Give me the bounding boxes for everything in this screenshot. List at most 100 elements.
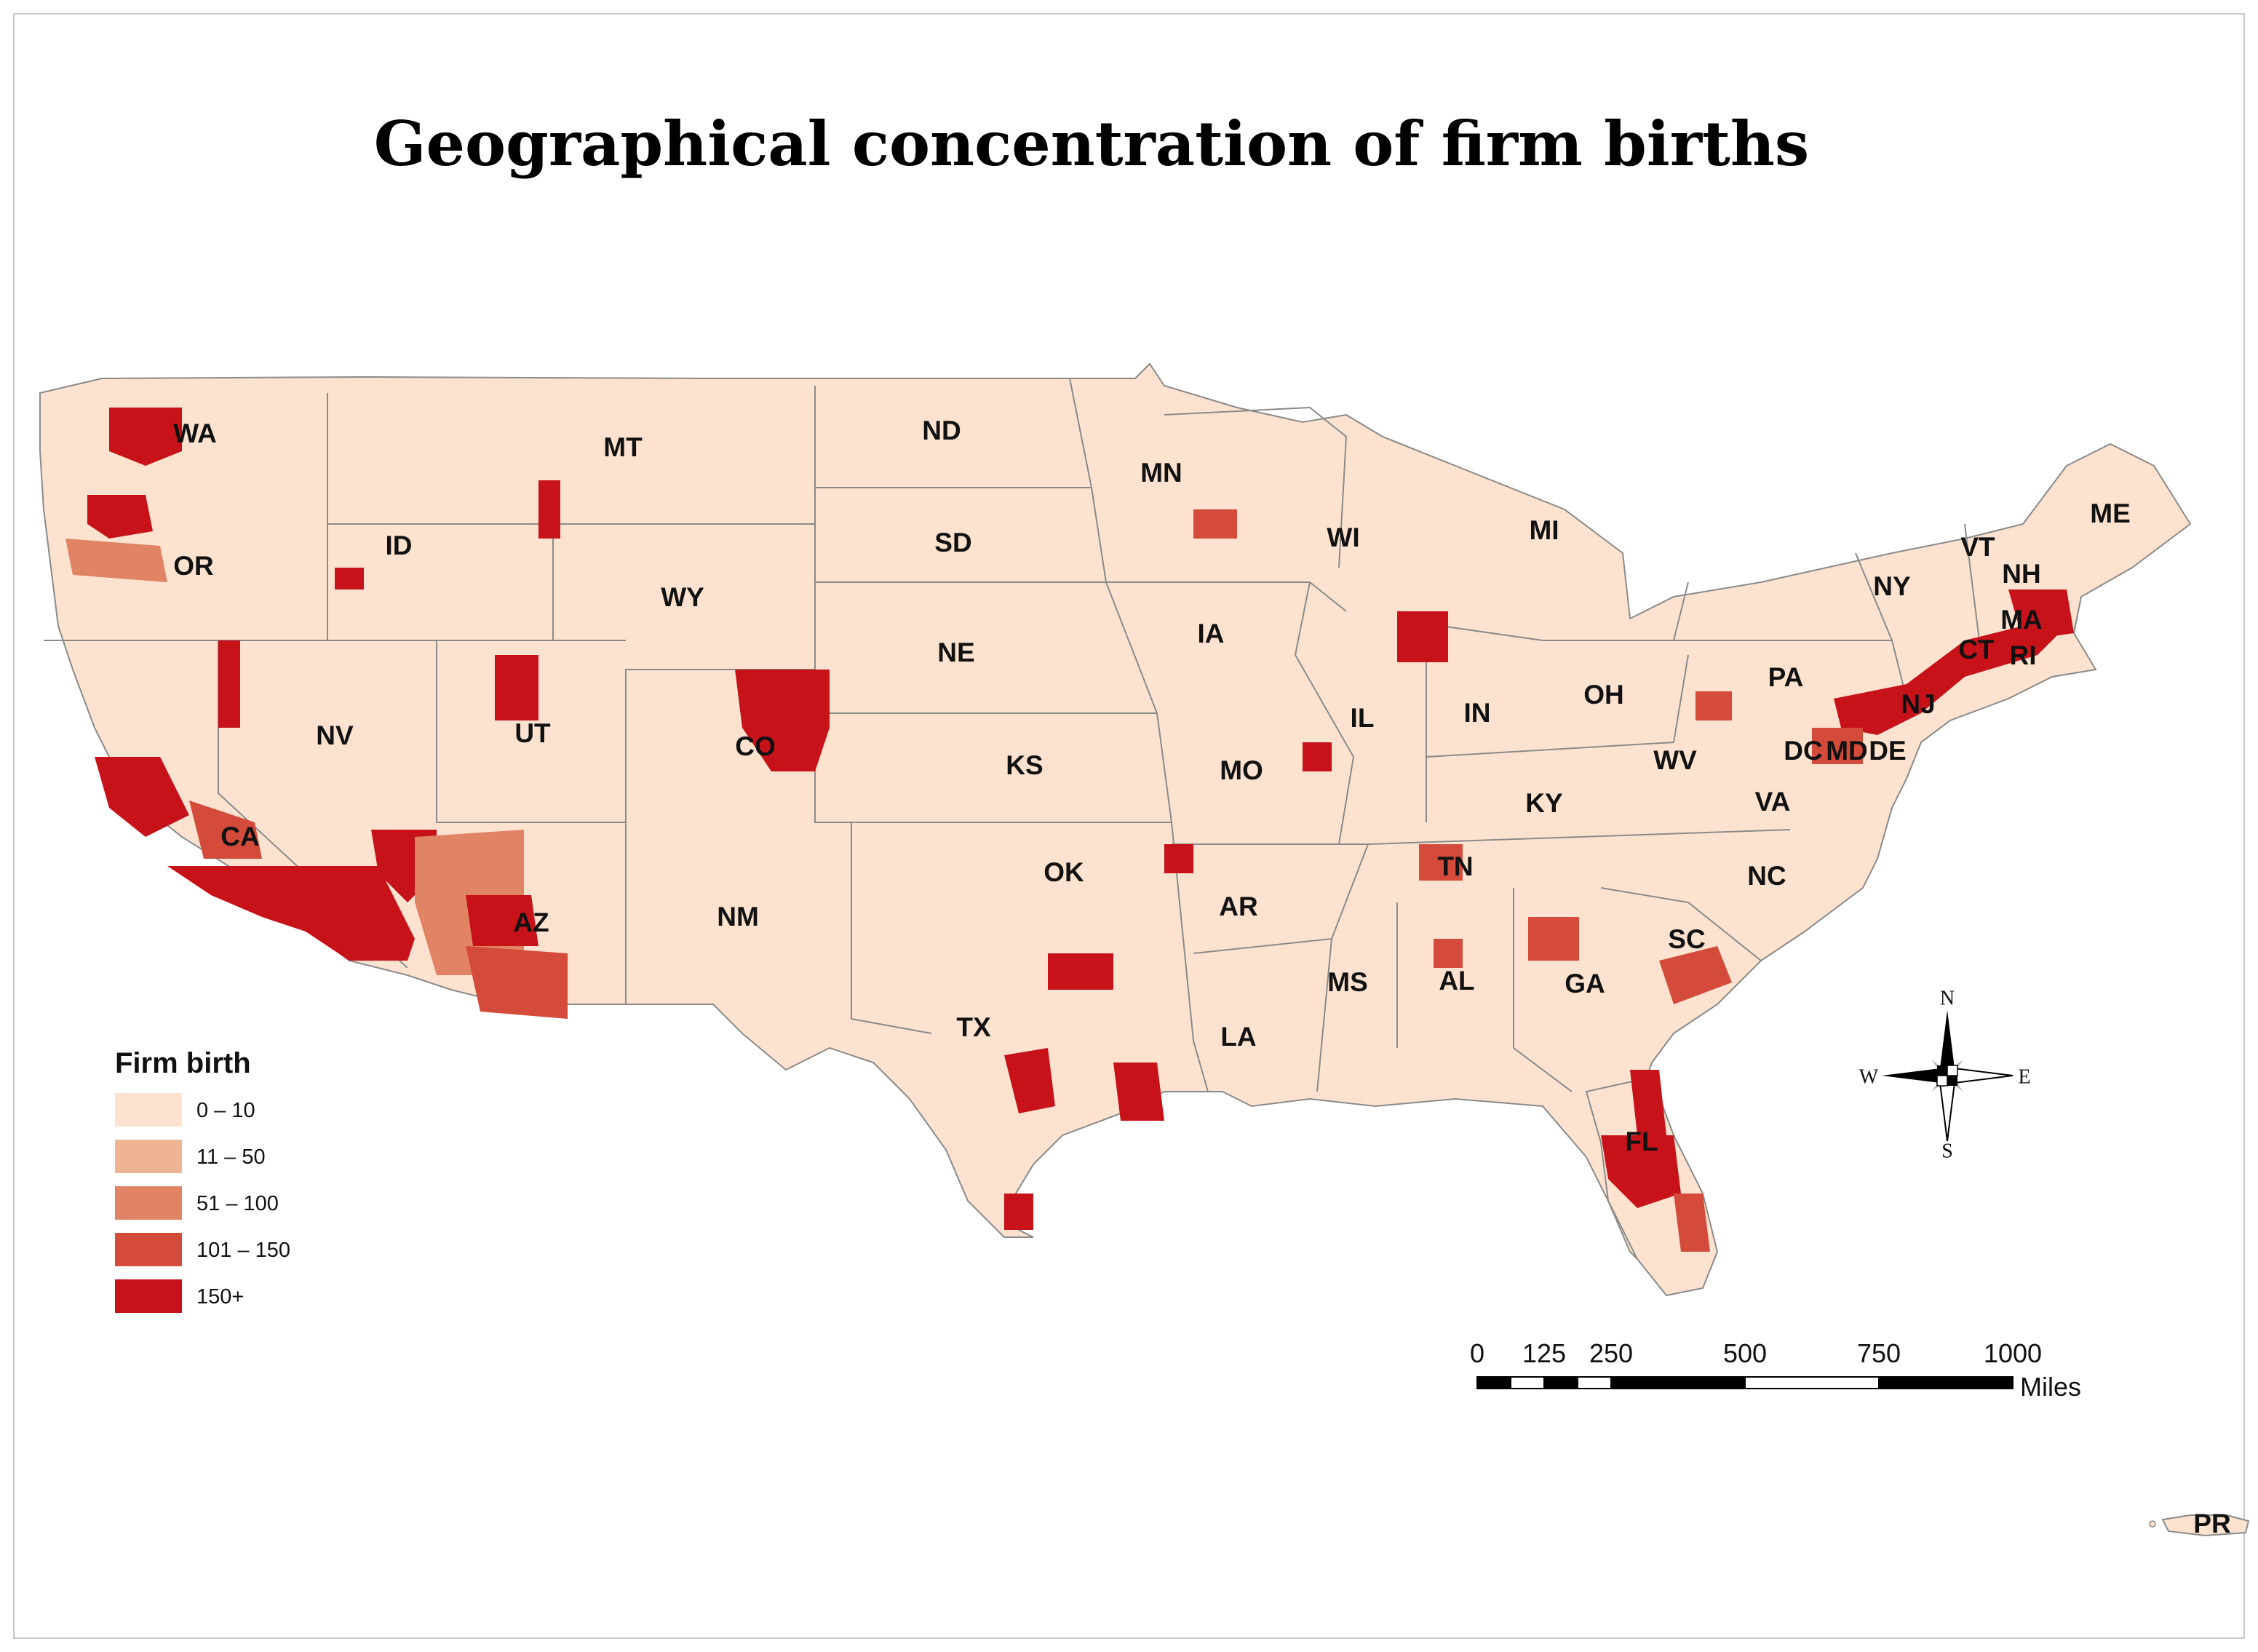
ut-wasatch-cluster: [495, 655, 538, 720]
state-label-nj: NJ: [1901, 689, 1935, 719]
sc-coast-cluster: [1659, 946, 1732, 1004]
state-label-or: OR: [173, 551, 214, 581]
az-phoenix-cluster: [466, 895, 538, 946]
state-label-tn: TN: [1437, 851, 1473, 881]
or-valley-cluster: [65, 539, 167, 582]
state-label-al: AL: [1439, 966, 1474, 996]
legend-label: 11 – 50: [196, 1145, 266, 1169]
state-label-ky: KY: [1525, 788, 1563, 818]
northeast-corridor-cluster: [1834, 626, 2059, 735]
state-label-ks: KS: [1006, 750, 1043, 780]
state-label-mo: MO: [1220, 755, 1263, 785]
fl-south-cluster: [1674, 1194, 1710, 1252]
puerto-rico-inset: PR: [2149, 1509, 2250, 1538]
state-label-ct: CT: [1958, 635, 1995, 664]
scale-bar-segment: [1610, 1376, 1746, 1389]
scale-bar-segment: [1510, 1376, 1545, 1389]
scale-bar-tick-label: 500: [1723, 1338, 1767, 1368]
tx-south-cluster: [1004, 1194, 1033, 1230]
wa-seattle-cluster: [109, 408, 182, 466]
state-label-pa: PA: [1768, 662, 1804, 692]
legend: Firm birth 0 – 10 11 – 50 51 – 100 101 – 15…: [115, 1047, 290, 1313]
legend-swatch: [115, 1093, 182, 1127]
legend-label: 101 – 150: [196, 1239, 290, 1262]
state-label-de: DE: [1869, 736, 1906, 766]
north-arrow-icon: N S E W: [1859, 987, 2031, 1162]
state-label-ia: IA: [1198, 619, 1225, 648]
al-cluster: [1434, 939, 1463, 968]
compass-e: E: [2018, 1065, 2030, 1088]
tx-houston-cluster: [1113, 1063, 1164, 1121]
state-label-nv: NV: [316, 720, 354, 750]
scale-bar-tick-label: 0: [1470, 1338, 1484, 1368]
scale-bar-tick-label: 250: [1589, 1338, 1633, 1368]
dc-md-cluster: [1812, 728, 1863, 764]
state-label-mt: MT: [603, 432, 643, 462]
state-label-ga: GA: [1565, 969, 1605, 998]
ga-atlanta-cluster: [1528, 917, 1579, 961]
tn-cluster: [1419, 844, 1463, 881]
state-label-fl: FL: [1625, 1127, 1658, 1156]
id-boise-cluster: [335, 568, 364, 589]
state-label-wa: WA: [173, 418, 217, 448]
state-label-co: CO: [735, 731, 776, 761]
tx-dfw-cluster: [1048, 953, 1113, 990]
contiguous-us-shape: [39, 362, 2192, 1290]
county-shading: [65, 408, 2074, 1252]
state-label-ut: UT: [514, 718, 551, 748]
mn-twincities-cluster: [1193, 509, 1237, 539]
state-label-wv: WV: [1653, 745, 1697, 775]
legend-label: 51 – 100: [196, 1192, 279, 1215]
scale-bar-segment: [1476, 1376, 1511, 1389]
state-label-ny: NY: [1873, 571, 1911, 601]
scale-bar-ticks: 0 125 250 500 750 1000: [1470, 1338, 2042, 1368]
fl-east-cluster: [1630, 1070, 1666, 1135]
compass-n: N: [1940, 987, 1955, 1009]
state-label-vt: VT: [1960, 532, 1995, 562]
us-map: [39, 362, 2192, 1297]
tx-austin-cluster: [1004, 1048, 1055, 1113]
scale-bar: 0 125 250 500 750 1000 Miles: [1470, 1338, 2081, 1402]
state-label-la: LA: [1220, 1022, 1256, 1052]
state-label-ar: AR: [1219, 891, 1257, 921]
state-label-ok: OK: [1043, 857, 1084, 887]
legend-items: 0 – 10 11 – 50 51 – 100 101 – 150 150+: [115, 1093, 290, 1313]
state-label-ca: CA: [220, 822, 259, 851]
legend-swatch: [115, 1186, 182, 1220]
fl-cluster: [1601, 1135, 1681, 1208]
state-label-mn: MN: [1140, 458, 1182, 488]
nv-west-cluster: [218, 640, 240, 728]
state-label-nm: NM: [717, 902, 759, 932]
state-label-md: MD: [1826, 736, 1868, 766]
scale-bar-segment: [1543, 1376, 1578, 1389]
state-label-wi: WI: [1327, 523, 1359, 552]
scale-bar-segment: [1577, 1376, 1612, 1389]
scale-bar-tick-label: 1000: [1984, 1338, 2042, 1368]
state-label-ri: RI: [2010, 640, 2037, 670]
state-label-sd: SD: [934, 528, 971, 557]
ma-boston-cluster: [2008, 589, 2074, 640]
ca-south-cluster: [167, 866, 415, 961]
scale-bar-tick-label: 750: [1857, 1338, 1901, 1368]
compass-w: W: [1859, 1065, 1879, 1088]
ca-bay-cluster: [95, 757, 189, 837]
state-label-ma: MA: [2000, 605, 2043, 635]
ca-central-cluster: [189, 801, 262, 859]
legend-swatch: [115, 1279, 182, 1313]
map-title: Geographical concentration of firm birth…: [373, 108, 1810, 180]
state-label-in: IN: [1464, 698, 1491, 728]
mt-cluster: [538, 480, 560, 539]
legend-title: Firm birth: [115, 1047, 251, 1079]
puerto-rico-shape: [2161, 1514, 2250, 1537]
scale-bar-segment: [1744, 1376, 1880, 1389]
state-label-sc: SC: [1668, 924, 1705, 954]
state-label-ms: MS: [1327, 967, 1368, 997]
scale-bar-unit: Miles: [2020, 1372, 2081, 1402]
scale-bar-segment: [1878, 1376, 2013, 1389]
state-labels: WA OR CA ID NV MT WY UT CO AZ NM ND SD N…: [173, 416, 2131, 1156]
ar-nw-cluster: [1164, 844, 1193, 873]
state-label-me: ME: [2090, 499, 2131, 528]
compass-s: S: [1941, 1140, 1953, 1162]
state-label-dc: DC: [1784, 736, 1822, 766]
